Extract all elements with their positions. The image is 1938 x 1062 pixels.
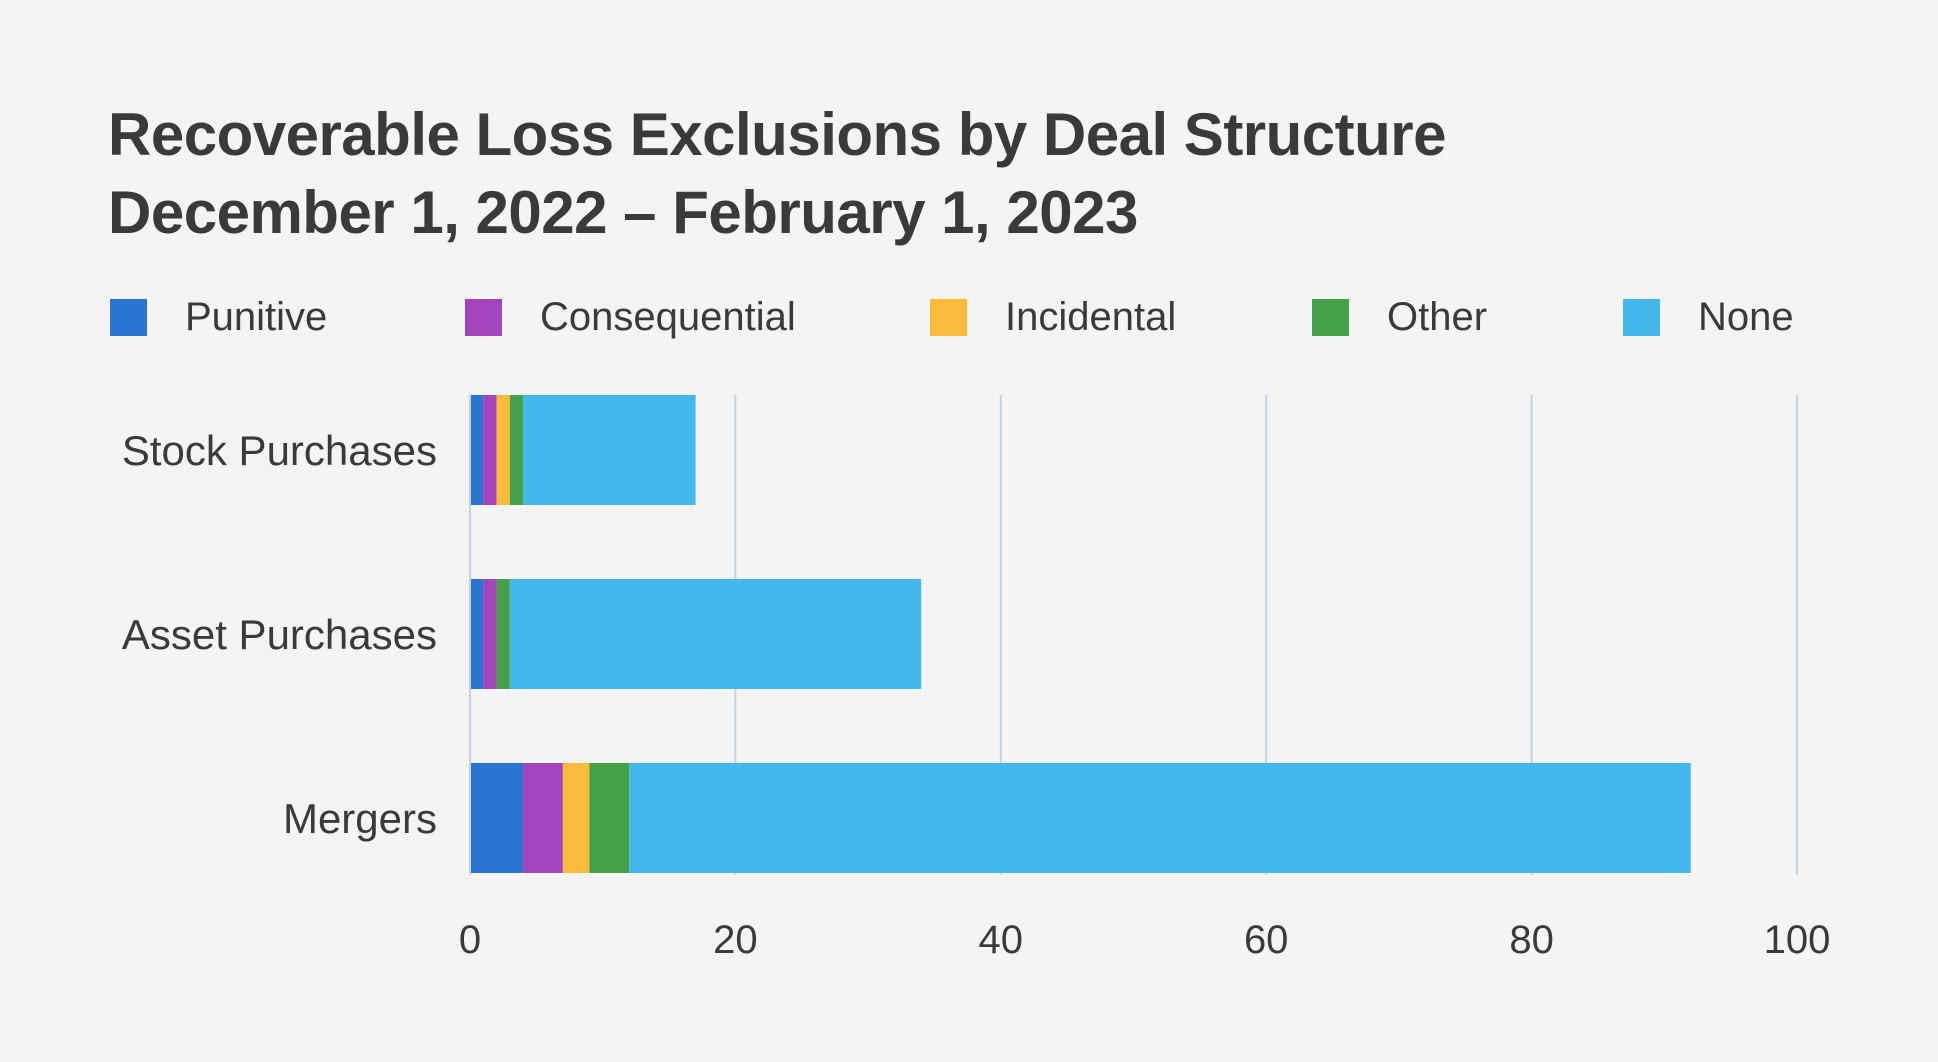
legend: Punitive Consequential Incidental Other … [110, 292, 1830, 342]
legend-swatch [1623, 299, 1660, 336]
bar-segment[interactable] [629, 763, 1691, 873]
bar-segment[interactable] [562, 763, 590, 873]
x-tick-label: 20 [713, 918, 758, 962]
x-tick-label: 60 [1244, 918, 1289, 962]
legend-swatch [465, 299, 502, 336]
legend-label: Consequential [540, 295, 796, 339]
legend-swatch [930, 299, 967, 336]
legend-label: None [1698, 295, 1794, 339]
bar-segment[interactable] [523, 395, 696, 505]
category-label: Stock Purchases [122, 427, 437, 474]
bar-segment[interactable] [470, 395, 484, 505]
x-tick-label: 0 [459, 918, 481, 962]
chart-title: Recoverable Loss Exclusions by Deal Stru… [108, 96, 1447, 252]
legend-swatch [110, 299, 147, 336]
bar-segment[interactable] [483, 395, 497, 505]
x-tick-label: 100 [1764, 918, 1831, 962]
bar-segment[interactable] [496, 579, 510, 689]
x-tick-label: 40 [979, 918, 1024, 962]
chart-title-line: Recoverable Loss Exclusions by Deal Stru… [108, 101, 1447, 168]
legend-label: Punitive [185, 295, 328, 339]
legend-swatch [1312, 299, 1349, 336]
bar-segment[interactable] [470, 763, 524, 873]
legend-label: Other [1387, 295, 1488, 339]
category-label: Asset Purchases [122, 611, 437, 658]
bar-segment[interactable] [589, 763, 630, 873]
bar-segment[interactable] [483, 579, 497, 689]
bar-segment[interactable] [523, 763, 563, 873]
legend-label: Incidental [1005, 295, 1177, 339]
category-label: Mergers [283, 795, 437, 842]
bar-segment[interactable] [470, 579, 484, 689]
x-tick-label: 80 [1509, 918, 1554, 962]
bar-segment[interactable] [496, 395, 510, 505]
bar-segment[interactable] [509, 579, 922, 689]
chart-subtitle-line: December 1, 2022 – February 1, 2023 [108, 179, 1138, 246]
bar-segment[interactable] [509, 395, 524, 505]
